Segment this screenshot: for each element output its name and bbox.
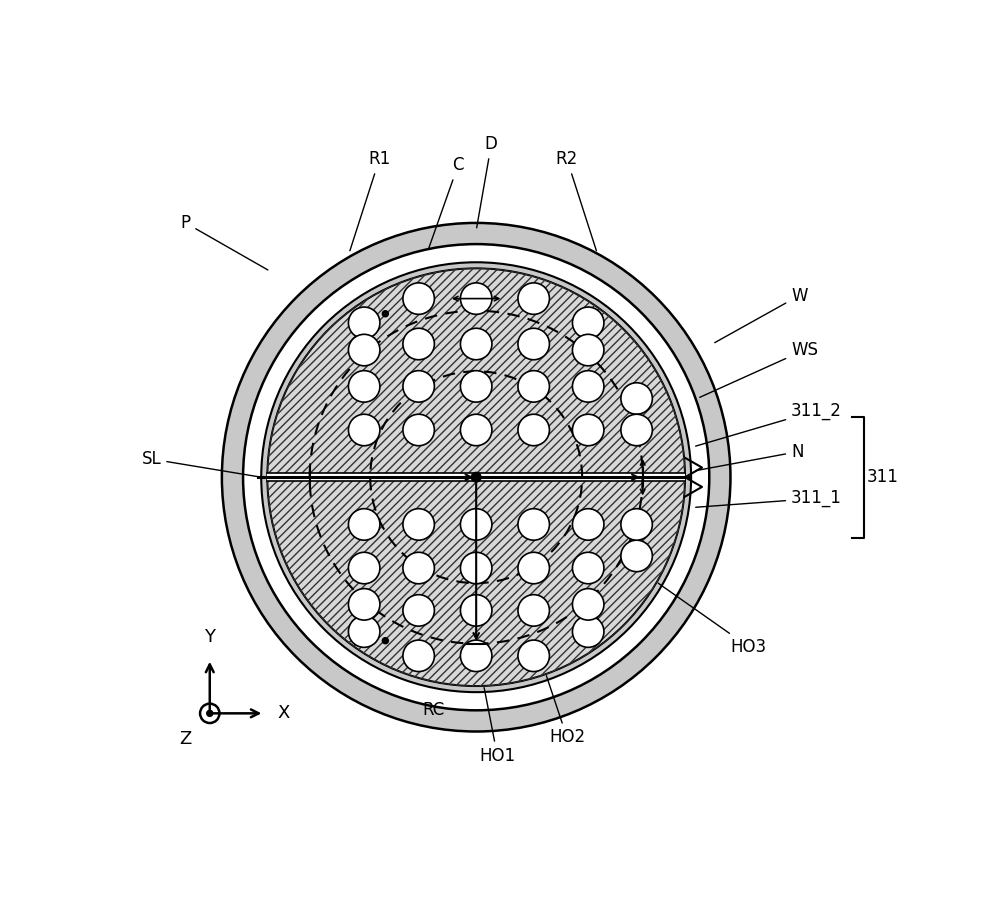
Circle shape [518, 283, 549, 315]
Text: Z: Z [179, 730, 192, 748]
Circle shape [572, 509, 604, 540]
Circle shape [460, 594, 492, 626]
Circle shape [460, 283, 492, 315]
Text: D: D [477, 135, 498, 228]
Circle shape [403, 640, 434, 672]
Circle shape [261, 263, 691, 692]
Circle shape [382, 637, 388, 644]
Circle shape [348, 307, 380, 338]
Circle shape [572, 335, 604, 365]
Circle shape [403, 553, 434, 584]
Circle shape [471, 473, 481, 482]
Circle shape [460, 328, 492, 360]
Circle shape [621, 540, 652, 572]
Wedge shape [267, 268, 685, 477]
Circle shape [348, 553, 380, 584]
Text: 311_1: 311_1 [696, 489, 842, 507]
Circle shape [572, 371, 604, 402]
Circle shape [348, 616, 380, 647]
Circle shape [266, 267, 686, 687]
Circle shape [460, 509, 492, 540]
Text: WS: WS [700, 341, 818, 397]
Bar [267, 473, 685, 482]
Circle shape [243, 245, 709, 710]
Circle shape [403, 283, 434, 315]
Circle shape [572, 415, 604, 445]
Text: W: W [715, 286, 808, 343]
Wedge shape [267, 477, 685, 686]
Circle shape [348, 371, 380, 402]
Circle shape [572, 616, 604, 647]
Circle shape [348, 335, 380, 365]
Circle shape [518, 328, 549, 360]
Circle shape [403, 509, 434, 540]
Text: X: X [278, 704, 290, 723]
Circle shape [572, 307, 604, 338]
Circle shape [518, 371, 549, 402]
Circle shape [222, 223, 730, 732]
Circle shape [572, 553, 604, 584]
Text: P: P [180, 214, 268, 270]
Circle shape [460, 371, 492, 402]
Circle shape [518, 415, 549, 445]
Text: SL: SL [142, 450, 258, 476]
Text: R2: R2 [556, 150, 596, 251]
Circle shape [460, 640, 492, 672]
Circle shape [207, 710, 213, 716]
Circle shape [348, 415, 380, 445]
Circle shape [518, 594, 549, 626]
Circle shape [348, 589, 380, 620]
Text: RC: RC [423, 702, 445, 719]
Circle shape [460, 415, 492, 445]
Circle shape [572, 589, 604, 620]
Text: HO2: HO2 [535, 640, 585, 746]
Text: N: N [696, 443, 804, 471]
Circle shape [403, 328, 434, 360]
Circle shape [348, 509, 380, 540]
Circle shape [518, 509, 549, 540]
Circle shape [403, 371, 434, 402]
Circle shape [518, 640, 549, 672]
Circle shape [382, 311, 388, 316]
Circle shape [621, 509, 652, 540]
Text: HO1: HO1 [477, 649, 515, 764]
Text: 311_2: 311_2 [696, 402, 842, 446]
Circle shape [621, 383, 652, 415]
Circle shape [518, 553, 549, 584]
Text: Y: Y [204, 627, 215, 645]
Circle shape [403, 594, 434, 626]
Text: HO3: HO3 [639, 570, 767, 655]
Text: R1: R1 [350, 150, 390, 251]
Circle shape [460, 553, 492, 584]
Text: C: C [429, 156, 464, 248]
Circle shape [621, 415, 652, 445]
Circle shape [403, 415, 434, 445]
Text: 311: 311 [867, 468, 899, 486]
